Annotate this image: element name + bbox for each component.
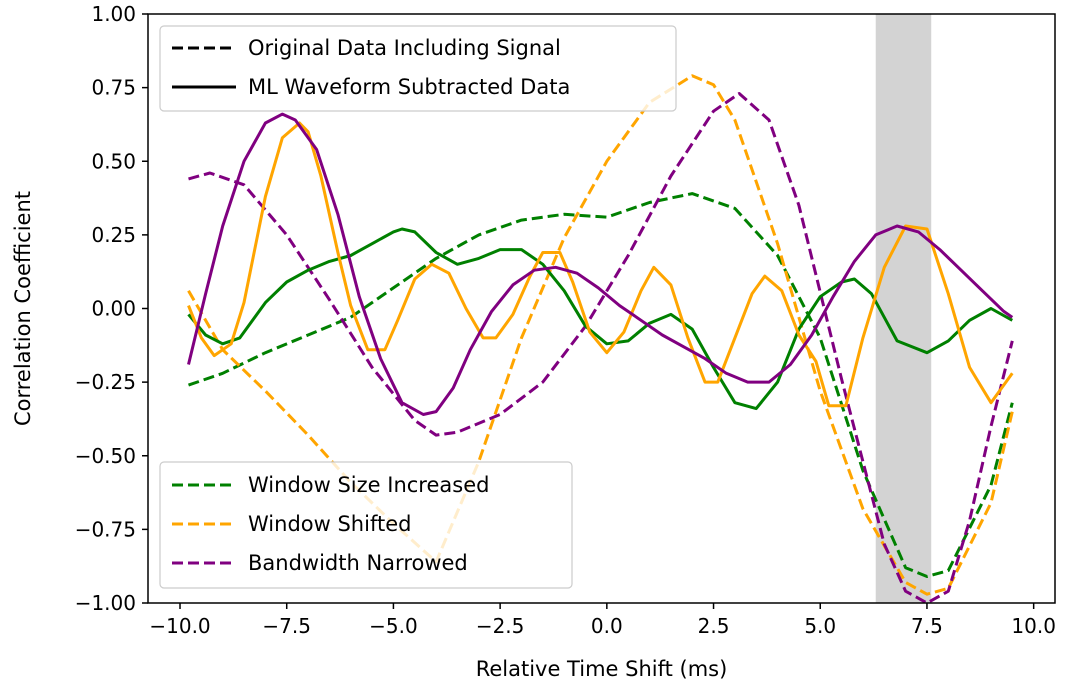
series-line-5 [187, 112, 1014, 416]
legend-label: Window Shifted [248, 512, 411, 536]
ticks-layer: −10.0 −7.5 −5.0 −2.5 0.0 2.5 5.0 7.5 10.0 −1.00 −0… [75, 2, 1056, 638]
y-tick-label: −0.50 [75, 444, 136, 468]
y-tick-label: 0.75 [91, 76, 136, 100]
y-tick-label: −0.75 [75, 517, 136, 541]
x-tick-label: 5.0 [804, 614, 836, 638]
y-tick-label: 0.00 [91, 297, 136, 321]
y-axis-label: Correlation Coefficient [11, 191, 35, 426]
legend-line-style: Original Data Including Signal ML Wavefor… [159, 25, 677, 112]
x-axis-label: Relative Time Shift (ms) [476, 657, 728, 681]
y-tick-label: −1.00 [75, 591, 136, 615]
legend-label: Original Data Including Signal [248, 36, 561, 60]
y-tick-label: 0.50 [91, 149, 136, 173]
series-line-4 [187, 121, 1014, 408]
series-line-2 [188, 92, 1014, 605]
legend-box [159, 25, 677, 112]
shaded-region [875, 14, 932, 603]
y-tick-label: 1.00 [91, 2, 136, 26]
legend-label: Bandwidth Narrowed [248, 551, 468, 575]
y-tick-label: 0.25 [91, 223, 136, 247]
legend-label: ML Waveform Subtracted Data [248, 75, 570, 99]
series-line-3 [187, 227, 1014, 411]
x-tick-label: −5.0 [369, 614, 418, 638]
x-tick-label: 7.5 [911, 614, 943, 638]
x-tick-label: 2.5 [698, 614, 730, 638]
x-tick-label: −2.5 [476, 614, 525, 638]
x-tick-label: −7.5 [262, 614, 311, 638]
legend-label: Window Size Increased [248, 473, 489, 497]
legend-box [159, 461, 573, 589]
x-tick-label: −10.0 [149, 614, 210, 638]
x-tick-label: 0.0 [591, 614, 623, 638]
y-tick-label: −0.25 [75, 370, 136, 394]
x-tick-label: 10.0 [1011, 614, 1056, 638]
legend-color: Window Size Increased Window Shifted Bandw… [159, 461, 573, 589]
series-line-0 [188, 192, 1014, 578]
